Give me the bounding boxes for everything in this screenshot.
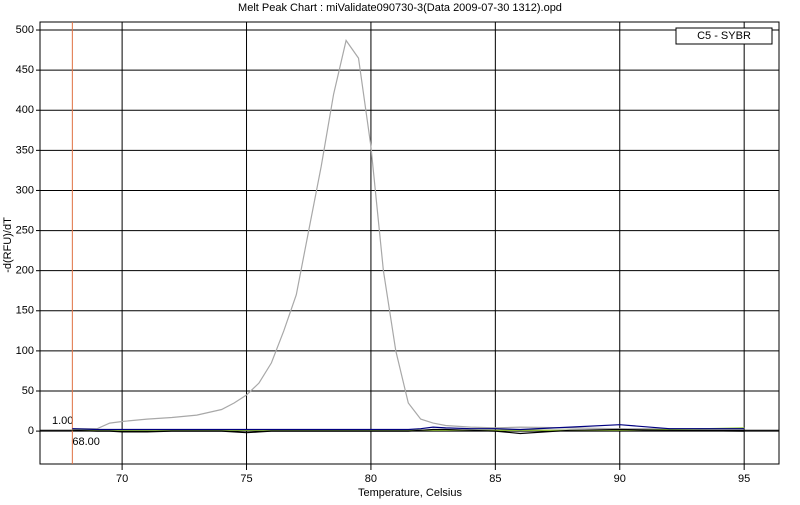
- y-tick-label: 0: [28, 425, 34, 437]
- legend-box: [675, 27, 773, 45]
- y-axis-label: -d(RFU)/dT: [2, 217, 14, 273]
- y-tick-label: 250: [16, 224, 34, 236]
- y-tick-label: 500: [16, 24, 34, 36]
- y-tick-label: 200: [16, 265, 34, 277]
- legend-label: C5 - SYBR: [697, 30, 751, 42]
- y-tick-label: 150: [16, 305, 34, 317]
- x-tick-label: 90: [614, 473, 626, 485]
- series-line: [72, 424, 745, 431]
- plot-area: [39, 21, 780, 465]
- y-tick-label: 350: [16, 144, 34, 156]
- x-tick-label: 80: [365, 473, 377, 485]
- x-tick-label: 85: [489, 473, 501, 485]
- threshold-label: 1.00: [52, 415, 73, 427]
- y-tick-label: 300: [16, 184, 34, 196]
- y-tick-label: 100: [16, 345, 34, 357]
- series-line: [72, 39, 745, 430]
- x-tick-label: 95: [738, 473, 750, 485]
- y-tick-label: 450: [16, 64, 34, 76]
- x-tick-label: 70: [116, 473, 128, 485]
- y-tick-label: 50: [22, 385, 34, 397]
- chart-title: Melt Peak Chart : miValidate090730-3(Dat…: [238, 2, 562, 14]
- x-axis-label: Temperature, Celsius: [358, 487, 462, 499]
- y-tick-label: 400: [16, 104, 34, 116]
- x-tick-label: 75: [240, 473, 252, 485]
- series-line: [72, 428, 745, 435]
- marker-label: 68.00: [72, 436, 100, 448]
